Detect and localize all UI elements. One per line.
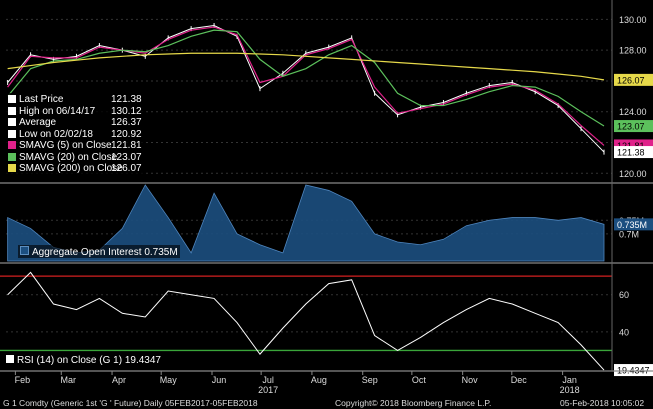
y-tick-label-0: 120.00 — [619, 169, 647, 179]
legend-row: Last Price 121.38 — [8, 94, 142, 106]
axis-tag-box-3 — [614, 146, 653, 159]
y-tick-label-1: 0.7M — [619, 229, 639, 239]
y-tick-label-2: 124.00 — [619, 107, 647, 117]
legend-row: SMAVG (20) on Close 123.07 — [8, 151, 142, 164]
x-month-label-2: Apr — [112, 375, 126, 385]
axis-tag-box-1 — [614, 120, 653, 133]
footer-timestamp: 05-Feb-2018 10:05:02 — [560, 398, 645, 408]
legend-swatch — [8, 118, 16, 126]
axis-tag-label-0: 0.735M — [617, 220, 647, 230]
legend-row: Average 126.37 — [8, 117, 142, 129]
y-tick-label-1: 60 — [619, 290, 629, 300]
chart-canvas: 120.00122.00124.00126.00128.00130.00126.… — [0, 0, 653, 395]
open-interest-swatch — [20, 246, 29, 255]
x-year-label-0: 2017 — [258, 385, 278, 395]
footer-copyright: Copyright© 2018 Bloomberg Finance L.P. — [335, 398, 492, 408]
legend-swatch — [8, 129, 16, 138]
y-tick-label-0: 40 — [619, 327, 629, 337]
axis-tag-label-0: 126.07 — [617, 75, 645, 85]
legend-value: 120.92 — [111, 128, 142, 140]
y-tick-label-5: 130.00 — [619, 15, 647, 25]
legend-swatch — [8, 152, 16, 161]
x-axis: Feb Mar Apr May Jun Jul Aug Sep Oct Nov Dec Jan 2017… — [15, 371, 580, 395]
x-month-label-6: Aug — [311, 375, 327, 385]
legend-value: 126.07 — [111, 163, 142, 174]
legend-row: High on 06/14/17 130.12 — [8, 105, 142, 118]
x-month-label-10: Dec — [511, 375, 528, 385]
series-line-1 — [7, 26, 605, 146]
legend-value: 123.07 — [111, 151, 142, 163]
legend-swatch — [8, 141, 16, 149]
x-month-label-5: Jul — [262, 375, 274, 385]
x-year-label-1: 2018 — [560, 385, 580, 395]
legend-swatch — [8, 106, 16, 115]
rsi-legend-label: RSI (14) on Close (G 1) — [17, 355, 123, 366]
x-month-label-1: Mar — [61, 375, 77, 385]
open-interest-panel: 0.75M0.7M0.735M — [6, 184, 653, 262]
footer: G 1 Comdty (Generic 1st 'G ' Future) Dai… — [0, 397, 653, 409]
axis-tag-box-0 — [614, 218, 653, 231]
footer-ticker: G 1 Comdty (Generic 1st 'G ' Future) Dai… — [3, 398, 258, 408]
series-line-0 — [7, 271, 605, 371]
rsi-swatch — [6, 355, 14, 363]
axis-tag-box-0 — [614, 364, 653, 377]
legend-label: SMAVG (200) on Close — [19, 163, 123, 174]
legend-label: Average — [19, 117, 57, 128]
legend-value: 130.12 — [111, 105, 142, 117]
legend-swatch — [8, 95, 16, 103]
legend-label: Low on 02/02/18 — [19, 128, 93, 140]
series-line-2 — [7, 29, 605, 127]
legend-label: SMAVG (5) on Close — [19, 140, 112, 151]
open-interest-legend: Aggregate Open Interest 0.735M — [18, 245, 180, 258]
legend-value: 126.37 — [111, 117, 142, 128]
legend-swatch — [8, 164, 16, 172]
x-month-label-11: Jan — [562, 375, 577, 385]
open-interest-legend-value: 0.735M — [144, 247, 178, 258]
legend-label: High on 06/14/17 — [19, 105, 96, 117]
rsi-legend-value: 19.4347 — [124, 355, 161, 366]
legend-label: Last Price — [19, 94, 64, 105]
legend-row: Low on 02/02/18 120.92 — [8, 128, 142, 141]
legend-value: 121.81 — [111, 140, 142, 151]
x-month-label-0: Feb — [15, 375, 31, 385]
y-tick-label-4: 128.00 — [619, 46, 647, 56]
x-month-label-4: Jun — [212, 375, 227, 385]
x-month-label-8: Oct — [412, 375, 427, 385]
legend-row: SMAVG (5) on Close 121.81 — [8, 140, 142, 152]
x-month-label-3: May — [160, 375, 178, 385]
price-legend: Last Price 121.38 High on 06/14/17 130.12 Av… — [6, 93, 145, 177]
axis-tag-box-0 — [614, 73, 653, 86]
legend-label: SMAVG (20) on Close — [19, 151, 118, 163]
axis-tag-label-3: 121.38 — [617, 148, 645, 158]
legend-row: SMAVG (200) on Close 126.07 — [8, 163, 142, 175]
x-month-label-9: Nov — [462, 375, 479, 385]
axis-tag-label-2: 121.81 — [617, 141, 645, 151]
legend-value: 121.38 — [111, 94, 142, 105]
x-month-label-7: Sep — [362, 375, 378, 385]
axis-tag-label-1: 123.07 — [617, 122, 645, 132]
rsi-legend: RSI (14) on Close (G 1) 19.4347 — [6, 354, 161, 366]
series-line-3 — [7, 52, 605, 81]
open-interest-legend-label: Aggregate Open Interest — [32, 247, 142, 258]
